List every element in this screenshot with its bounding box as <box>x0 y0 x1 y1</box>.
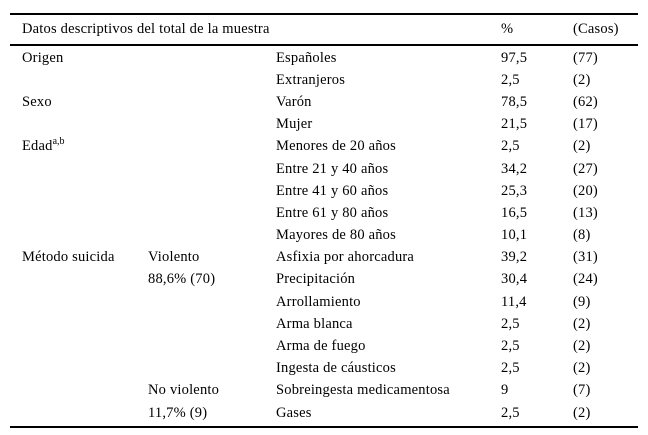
item-cell: Arma blanca <box>276 315 353 332</box>
item-cell: Entre 61 y 80 años <box>276 204 389 221</box>
item-cell: Asfixia por ahorcadura <box>276 249 415 266</box>
percent-cell: 2,5 <box>501 338 520 355</box>
table-row: No violento Sobreingesta medicamentosa 9… <box>10 380 638 402</box>
percent-cell: 78,5 <box>501 93 528 110</box>
table-row: 11,7% (9) Gases 2,5 (2) <box>10 402 638 424</box>
table-body: Origen Españoles 97,5 (77) Extranjeros 2… <box>10 46 638 426</box>
subcategory-cell: No violento <box>148 382 220 399</box>
item-cell: Gases <box>276 404 312 421</box>
item-cell: Ingesta de cáusticos <box>276 360 396 377</box>
cases-cell: (7) <box>573 382 591 399</box>
item-cell: Varón <box>276 93 312 110</box>
percent-cell: 2,5 <box>501 138 520 155</box>
percent-cell: 39,2 <box>501 249 528 266</box>
percent-cell: 16,5 <box>501 204 528 221</box>
category-cell: Sexo <box>22 94 148 111</box>
item-cell: Extranjeros <box>276 71 346 88</box>
percent-cell: 30,4 <box>501 271 528 288</box>
cases-cell: (2) <box>573 338 591 355</box>
table-row: Edada,b Menores de 20 años 2,5 (2) <box>10 136 638 158</box>
cases-cell: (9) <box>573 293 591 310</box>
category-label: Método suicida <box>22 249 115 266</box>
percent-cell: 2,5 <box>501 71 520 88</box>
table-row: Método suicida Violento Asfixia por ahor… <box>10 247 638 269</box>
table-row: Mayores de 80 años 10,1 (8) <box>10 225 638 247</box>
category-cell: Edada,b <box>22 136 148 155</box>
table-row: Entre 41 y 60 años 25,3 (20) <box>10 180 638 202</box>
item-cell: Arma de fuego <box>276 338 366 355</box>
table-header-row: Datos descriptivos del total de la muest… <box>10 15 638 46</box>
cases-cell: (2) <box>573 360 591 377</box>
percent-cell: 11,4 <box>501 293 527 310</box>
cases-cell: (77) <box>573 49 598 66</box>
table-row: Arrollamiento 11,4 (9) <box>10 291 638 313</box>
table-row: Entre 61 y 80 años 16,5 (13) <box>10 202 638 224</box>
table-row: Origen Españoles 97,5 (77) <box>10 47 638 69</box>
table-row: Arma blanca 2,5 (2) <box>10 313 638 335</box>
cases-cell: (2) <box>573 404 591 421</box>
item-cell: Menores de 20 años <box>276 138 396 155</box>
item-cell: Precipitación <box>276 271 356 288</box>
table-row: Mujer 21,5 (17) <box>10 114 638 136</box>
percent-cell: 2,5 <box>501 360 520 377</box>
cases-cell: (17) <box>573 116 598 133</box>
cases-cell: (8) <box>573 227 591 244</box>
column-header-percent: % <box>501 21 514 37</box>
cases-cell: (2) <box>573 138 591 155</box>
cases-cell: (20) <box>573 182 598 199</box>
subcategory-cell: Violento <box>148 249 200 266</box>
item-cell: Sobreingesta medicamentosa <box>276 382 450 399</box>
percent-cell: 9 <box>501 382 509 399</box>
item-cell: Mujer <box>276 116 313 133</box>
subcategory-cell: 88,6% (70) <box>148 271 216 288</box>
cases-cell: (2) <box>573 71 591 88</box>
subcategory-cell: 11,7% (9) <box>148 404 208 421</box>
column-header-cases: (Casos) <box>573 21 619 37</box>
item-cell: Entre 41 y 60 años <box>276 182 389 199</box>
table-row: 88,6% (70) Precipitación 30,4 (24) <box>10 269 638 291</box>
cases-cell: (27) <box>573 160 598 177</box>
percent-cell: 25,3 <box>501 182 528 199</box>
cases-cell: (2) <box>573 315 591 332</box>
cases-cell: (13) <box>573 204 598 221</box>
item-cell: Mayores de 80 años <box>276 227 396 244</box>
table-title: Datos descriptivos del total de la muest… <box>22 21 270 37</box>
percent-cell: 10,1 <box>501 227 528 244</box>
item-cell: Entre 21 y 40 años <box>276 160 389 177</box>
table-row: Arma de fuego 2,5 (2) <box>10 335 638 357</box>
table-row: Entre 21 y 40 años 34,2 (27) <box>10 158 638 180</box>
table-row: Ingesta de cáusticos 2,5 (2) <box>10 358 638 380</box>
percent-cell: 2,5 <box>501 315 520 332</box>
table-row: Sexo Varón 78,5 (62) <box>10 91 638 113</box>
category-label: Edad <box>22 138 53 155</box>
category-label: Sexo <box>22 93 52 110</box>
percent-cell: 21,5 <box>501 116 528 133</box>
item-cell: Arrollamiento <box>276 293 361 310</box>
percent-cell: 97,5 <box>501 49 528 66</box>
footnote-marker: a,b <box>52 136 65 148</box>
percent-cell: 34,2 <box>501 160 528 177</box>
cases-cell: (31) <box>573 249 598 266</box>
category-cell: Origen <box>22 50 148 67</box>
cases-cell: (62) <box>573 93 598 110</box>
table-row: Extranjeros 2,5 (2) <box>10 69 638 91</box>
item-cell: Españoles <box>276 49 337 66</box>
descriptive-data-table: Datos descriptivos del total de la muest… <box>10 13 638 429</box>
cases-cell: (24) <box>573 271 598 288</box>
category-label: Origen <box>22 49 64 66</box>
percent-cell: 2,5 <box>501 404 520 421</box>
category-cell: Método suicida <box>22 249 148 266</box>
